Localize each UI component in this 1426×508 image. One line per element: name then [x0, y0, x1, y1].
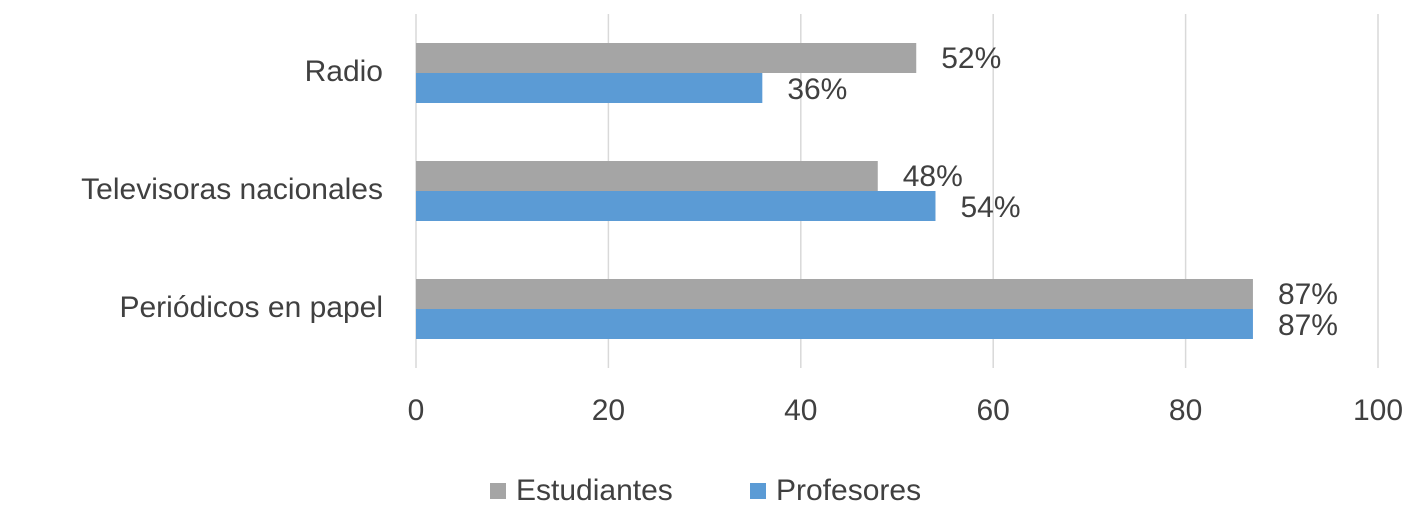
data-label: 87%: [1278, 309, 1338, 342]
bar: [416, 73, 763, 103]
data-label: 87%: [1278, 278, 1338, 311]
x-tick-label: 0: [408, 394, 425, 427]
bar: [416, 279, 1253, 309]
legend-label: Estudiantes: [516, 474, 673, 507]
data-label: 48%: [903, 160, 963, 193]
x-tick-label: 100: [1353, 394, 1403, 427]
data-label: 52%: [941, 42, 1001, 75]
bar: [416, 161, 878, 191]
data-label: 54%: [960, 191, 1020, 224]
x-tick-label: 20: [592, 394, 625, 427]
x-tick-label: 60: [977, 394, 1010, 427]
bar: [416, 191, 936, 221]
bar: [416, 309, 1253, 339]
legend-label: Profesores: [776, 474, 921, 507]
y-tick-label: Periódicos en papel: [119, 291, 383, 324]
bar: [416, 43, 917, 73]
y-tick-label: Televisoras nacionales: [81, 173, 383, 206]
x-tick-label: 40: [784, 394, 817, 427]
x-tick-label: 80: [1169, 394, 1202, 427]
data-label: 36%: [787, 73, 847, 106]
y-tick-label: Radio: [305, 55, 383, 88]
legend-swatch: [490, 483, 506, 499]
legend-swatch: [750, 483, 766, 499]
